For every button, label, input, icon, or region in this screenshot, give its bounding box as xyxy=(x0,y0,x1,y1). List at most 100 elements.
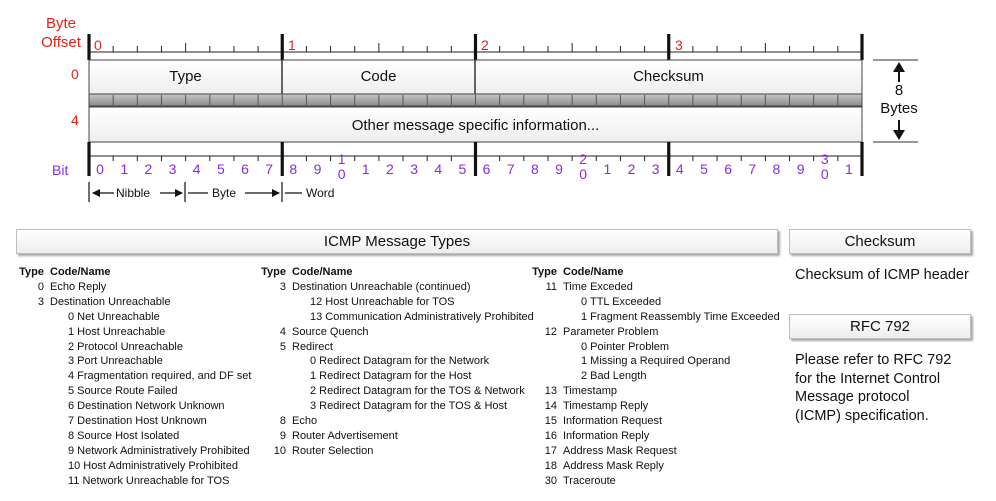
code-name: Information Request xyxy=(563,415,663,428)
bit-number: 7 xyxy=(748,161,757,177)
message-type-row: 3 Port Unreachable xyxy=(18,354,251,369)
message-type-row: 6 Destination Network Unknown xyxy=(18,399,251,414)
bit-number: 3 xyxy=(410,161,418,177)
bit-number: 2 xyxy=(627,161,636,177)
code-name: 2 Protocol Unreachable xyxy=(68,340,183,353)
code-name: Destination Unreachable (continued) xyxy=(292,280,471,293)
type-number: 12 xyxy=(544,325,557,338)
message-type-row: 14 Timestamp Reply xyxy=(531,399,780,414)
type-number: 16 xyxy=(544,429,557,442)
message-type-row: 8 Echo xyxy=(260,414,534,429)
type-number: 3 xyxy=(279,280,286,293)
icmp-header-diagram xyxy=(87,34,918,202)
bit-number: 8 xyxy=(530,161,539,177)
code-name: Traceroute xyxy=(563,474,616,487)
code-name: 12 Host Unreachable for TOS xyxy=(310,295,455,308)
message-type-row: 13 Timestamp xyxy=(531,384,780,399)
byte-offset-ruler xyxy=(87,34,864,60)
message-type-row: 5 Redirect xyxy=(260,340,534,355)
type-number: 4 xyxy=(279,325,286,338)
message-type-row: 12 Host Unreachable for TOS xyxy=(260,295,534,310)
bit-number: 5 xyxy=(216,161,225,177)
code-name: 0 Net Unreachable xyxy=(68,310,160,323)
message-type-row: 13 Communication Administratively Prohib… xyxy=(260,310,534,325)
bit-ruler xyxy=(87,142,864,176)
bit-number: 3 0 xyxy=(820,151,829,182)
bit-number: 5 xyxy=(700,161,708,177)
code-name: Time Exceded xyxy=(563,280,633,293)
type-number: 3 xyxy=(37,295,44,308)
code-name: 0 Redirect Datagram for the Network xyxy=(310,355,490,368)
message-type-row: 9 Router Advertisement xyxy=(260,429,534,444)
code-name: Router Advertisement xyxy=(292,429,398,442)
code-name: Echo xyxy=(292,415,318,428)
types-column-header: Type Code/Name xyxy=(261,266,353,278)
byte-offset-label: Byte Offset xyxy=(41,15,81,51)
message-type-row: 2 Redirect Datagram for the TOS & Networ… xyxy=(260,384,534,399)
bit-number: 6 xyxy=(724,161,733,177)
bit-number: 9 xyxy=(313,161,322,177)
size-arrow xyxy=(873,59,918,143)
type-number: 15 xyxy=(544,415,557,428)
rfc-description: Please refer to RFC 792 for the Internet… xyxy=(795,352,952,424)
bit-number: 9 xyxy=(555,161,563,177)
message-type-row: 2 Bad Length xyxy=(531,369,780,384)
code-name: Timestamp xyxy=(563,385,617,398)
message-type-row: 0 Redirect Datagram for the Network xyxy=(260,354,534,369)
types-column-2: Type Code/Name 3 Destination Unreachable (… xyxy=(260,265,534,459)
message-type-row: 0 Pointer Problem xyxy=(531,340,780,355)
message-type-row: 1 Redirect Datagram for the Host xyxy=(260,369,534,384)
code-name: 11 Network Unreachable for TOS xyxy=(68,474,230,487)
message-type-row: 18 Address Mask Reply xyxy=(531,459,780,474)
message-type-row: 1 Missing a Required Operand xyxy=(531,354,780,369)
code-name: 13 Communication Administratively Prohib… xyxy=(310,310,534,323)
message-type-row: 11 Network Unreachable for TOS xyxy=(18,474,251,489)
header-row-2 xyxy=(88,106,863,143)
bit-number: 2 xyxy=(144,161,153,177)
code-name: Redirect xyxy=(292,340,333,353)
unit-byte: Byte xyxy=(212,186,237,200)
bit-number: 6 xyxy=(482,161,491,177)
code-name: Source Quench xyxy=(292,325,369,338)
message-type-row: 5 Source Route Failed xyxy=(18,384,251,399)
type-number: 11 xyxy=(545,280,557,293)
code-name: 1 Redirect Datagram for the Host xyxy=(310,370,472,383)
code-name: Parameter Problem xyxy=(563,325,659,338)
message-type-row: 1 Host Unreachable xyxy=(18,325,251,340)
checksum-panel-title: Checksum xyxy=(789,229,971,254)
field-other-info: Other message specific information... xyxy=(351,117,600,134)
message-type-row: 3 Destination Unreachable xyxy=(18,295,251,310)
code-name: 8 Source Host Isolated xyxy=(68,429,180,442)
types-column-header: Type Code/Name xyxy=(19,266,111,278)
message-type-row: 7 Destination Host Unknown xyxy=(18,414,251,429)
message-type-row: 1 Fragment Reassembly Time Exceeded xyxy=(531,310,780,325)
message-types-title: ICMP Message Types xyxy=(16,229,778,254)
code-name: 9 Network Administratively Prohibited xyxy=(68,444,250,457)
message-type-row: 17 Address Mask Request xyxy=(531,444,780,459)
bit-number: 3 xyxy=(168,161,177,177)
code-name: 6 Destination Network Unknown xyxy=(68,400,225,413)
message-type-row: 2 Protocol Unreachable xyxy=(18,340,251,355)
type-number: 10 xyxy=(273,444,286,457)
bit-number: 2 0 xyxy=(579,151,588,182)
message-type-row: 3 Destination Unreachable (continued) xyxy=(260,280,534,295)
message-type-row: 4 Source Quench xyxy=(260,325,534,340)
code-name: 0 Pointer Problem xyxy=(581,340,670,353)
message-type-row: 3 Redirect Datagram for the TOS & Host xyxy=(260,399,534,414)
message-type-row: 10 Host Administratively Prohibited xyxy=(18,459,251,474)
bit-number: 7 xyxy=(506,161,515,177)
bit-number: 5 xyxy=(458,161,467,177)
bit-number: 8 xyxy=(772,161,781,177)
type-number: 30 xyxy=(544,474,557,487)
code-name: Router Selection xyxy=(292,444,374,457)
row-offset-4: 4 xyxy=(71,112,79,128)
message-type-row: 10 Router Selection xyxy=(260,444,534,459)
unit-word: Word xyxy=(306,186,335,200)
type-number: 18 xyxy=(544,459,557,472)
bit-number: 7 xyxy=(265,161,274,177)
code-name: 1 Missing a Required Operand xyxy=(581,355,731,368)
type-number: 9 xyxy=(279,429,286,442)
message-type-row: 12 Parameter Problem xyxy=(531,325,780,340)
bit-label: Bit xyxy=(52,162,69,178)
bit-number: 4 xyxy=(434,161,443,177)
